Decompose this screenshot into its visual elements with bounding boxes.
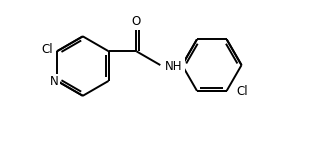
Text: O: O [132,15,141,28]
Text: Cl: Cl [237,85,248,98]
Text: N: N [50,75,58,88]
Text: NH: NH [165,60,183,73]
Text: Cl: Cl [41,43,53,56]
